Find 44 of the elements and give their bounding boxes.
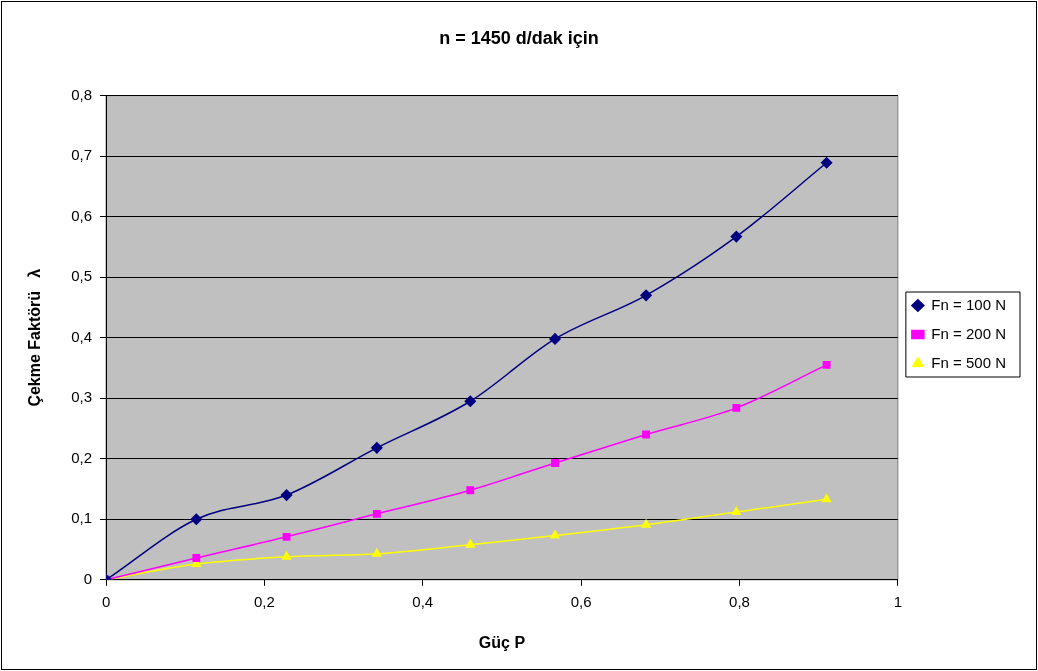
point <box>731 506 741 516</box>
point <box>732 403 741 412</box>
x-tick-label: 0,4 <box>412 592 434 610</box>
y-tick-label: 0,2 <box>71 448 93 466</box>
y-tick-label: 0,5 <box>71 267 93 285</box>
y-tick-label: 0,1 <box>71 509 93 527</box>
point <box>821 494 832 503</box>
point <box>281 551 292 560</box>
y-tick-label: 0,8 <box>71 85 93 103</box>
y-axis-title: Çekme Faktörü λ <box>26 268 44 407</box>
point <box>549 333 561 345</box>
x-tick-label: 1 <box>893 592 903 610</box>
point <box>551 459 559 467</box>
point <box>641 519 651 528</box>
x-tick-label: 0,2 <box>253 592 275 610</box>
y-tick-label: 0,3 <box>71 388 93 406</box>
y-tick-label: 0 <box>83 569 93 587</box>
point <box>466 486 475 495</box>
point <box>820 157 833 169</box>
point <box>822 361 831 369</box>
point <box>192 554 201 562</box>
y-tick-label: 0,7 <box>71 146 93 164</box>
point <box>464 395 477 407</box>
point <box>640 289 652 302</box>
point <box>190 513 203 526</box>
legend-label: Fn = 100 N <box>931 295 1007 313</box>
chart-title: n = 1450 d/dak için <box>439 27 599 48</box>
point <box>282 532 291 541</box>
y-tick-label: 0,6 <box>71 206 93 224</box>
x-tick-label: 0,8 <box>729 592 750 610</box>
x-tick-label: 0 <box>101 592 111 610</box>
point <box>730 230 743 243</box>
point <box>371 442 383 454</box>
y-tick-label: 0,4 <box>71 327 93 345</box>
point <box>280 489 293 501</box>
point <box>642 430 651 439</box>
point <box>372 509 381 518</box>
point <box>465 539 475 548</box>
x-tick-label: 0,6 <box>570 592 592 610</box>
x-axis-title: Güç P <box>478 633 526 651</box>
legend-label: Fn = 500 N <box>931 353 1007 371</box>
point <box>550 530 560 539</box>
legend-label: Fn = 200 N <box>931 324 1007 342</box>
point <box>372 548 382 557</box>
